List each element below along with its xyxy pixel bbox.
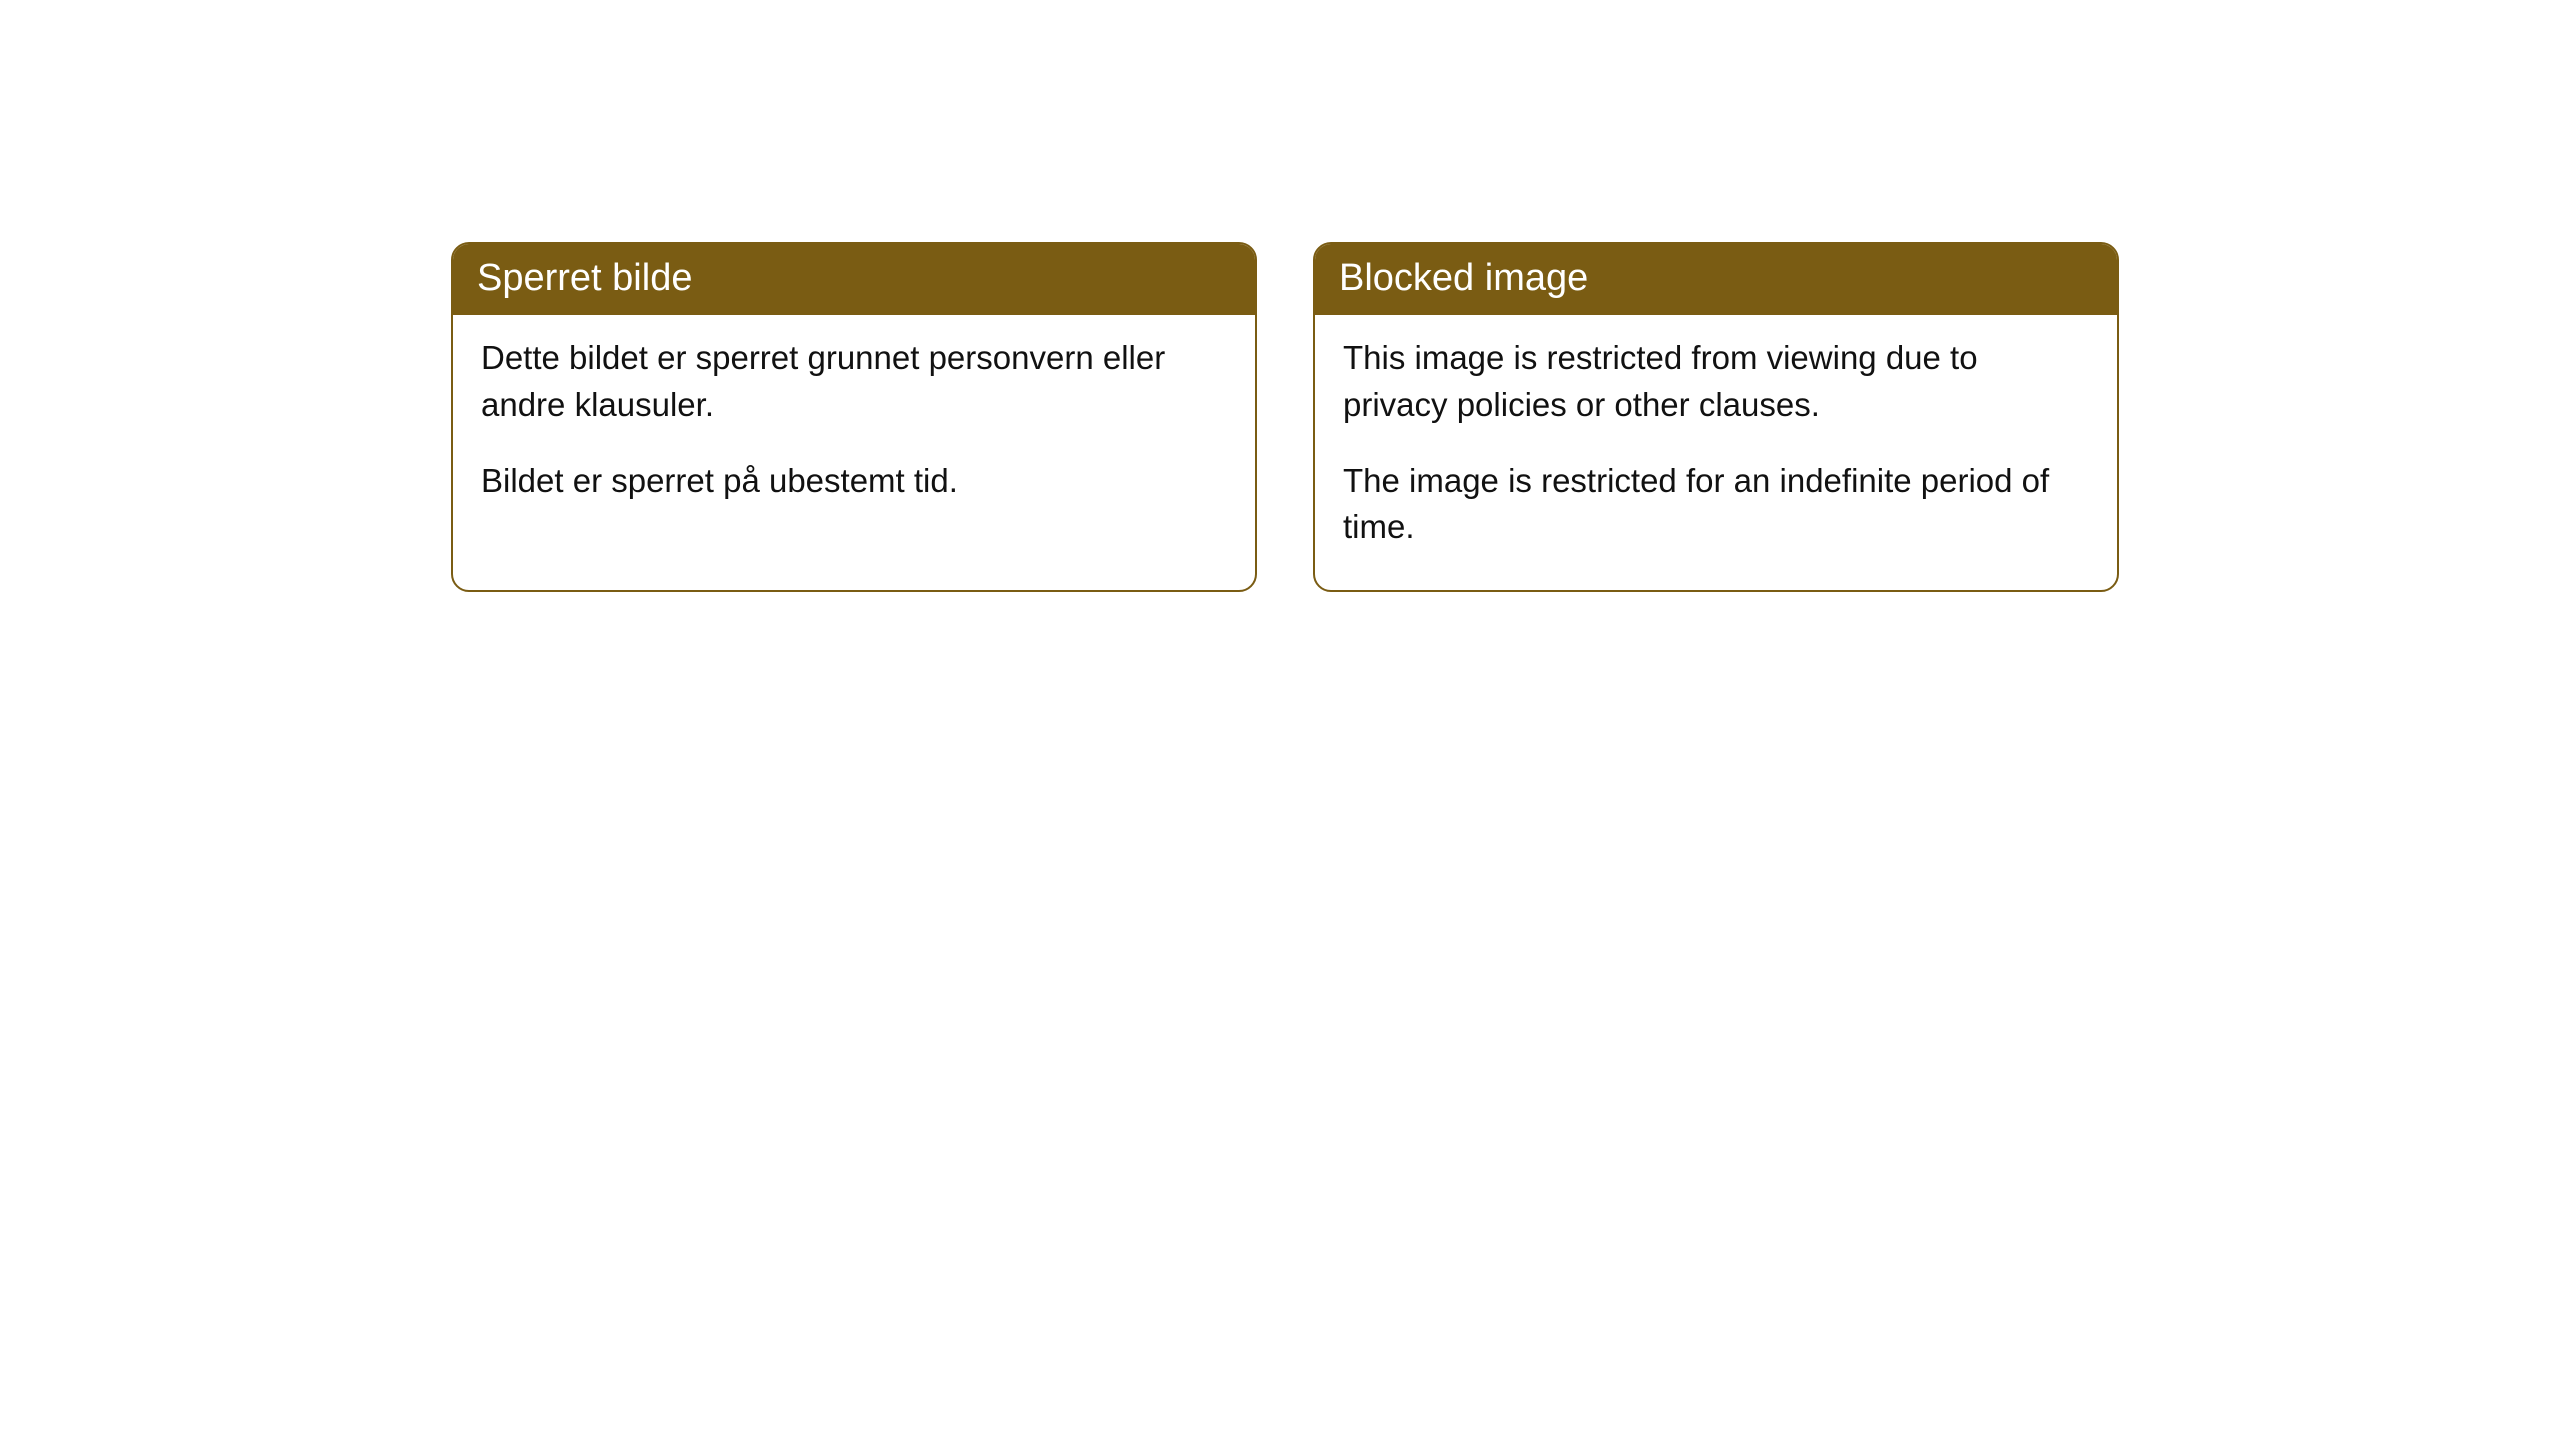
notice-paragraph: Bildet er sperret på ubestemt tid.: [481, 458, 1227, 504]
notice-paragraph: This image is restricted from viewing du…: [1343, 335, 2089, 427]
notice-paragraph: The image is restricted for an indefinit…: [1343, 458, 2089, 550]
card-header: Blocked image: [1315, 244, 2117, 315]
notice-paragraph: Dette bildet er sperret grunnet personve…: [481, 335, 1227, 427]
blocked-image-card-norwegian: Sperret bilde Dette bildet er sperret gr…: [451, 242, 1257, 592]
notice-cards-container: Sperret bilde Dette bildet er sperret gr…: [451, 242, 2119, 592]
card-body: Dette bildet er sperret grunnet personve…: [453, 315, 1255, 544]
card-header: Sperret bilde: [453, 244, 1255, 315]
card-body: This image is restricted from viewing du…: [1315, 315, 2117, 590]
blocked-image-card-english: Blocked image This image is restricted f…: [1313, 242, 2119, 592]
